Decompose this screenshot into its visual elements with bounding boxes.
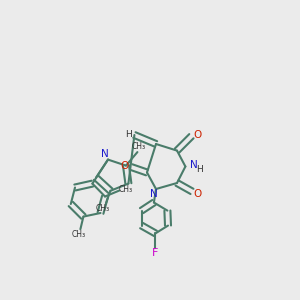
Text: CH₃: CH₃ bbox=[72, 230, 86, 239]
Text: H: H bbox=[126, 130, 132, 139]
Text: F: F bbox=[152, 248, 159, 258]
Text: O: O bbox=[121, 161, 129, 171]
Text: N: N bbox=[150, 189, 158, 200]
Text: O: O bbox=[193, 130, 202, 140]
Text: N: N bbox=[101, 148, 109, 159]
Text: CH₃: CH₃ bbox=[119, 184, 133, 194]
Text: H: H bbox=[196, 165, 203, 174]
Text: O: O bbox=[194, 189, 202, 199]
Text: N: N bbox=[190, 160, 198, 170]
Text: CH₃: CH₃ bbox=[95, 204, 109, 213]
Text: CH₃: CH₃ bbox=[131, 142, 146, 151]
